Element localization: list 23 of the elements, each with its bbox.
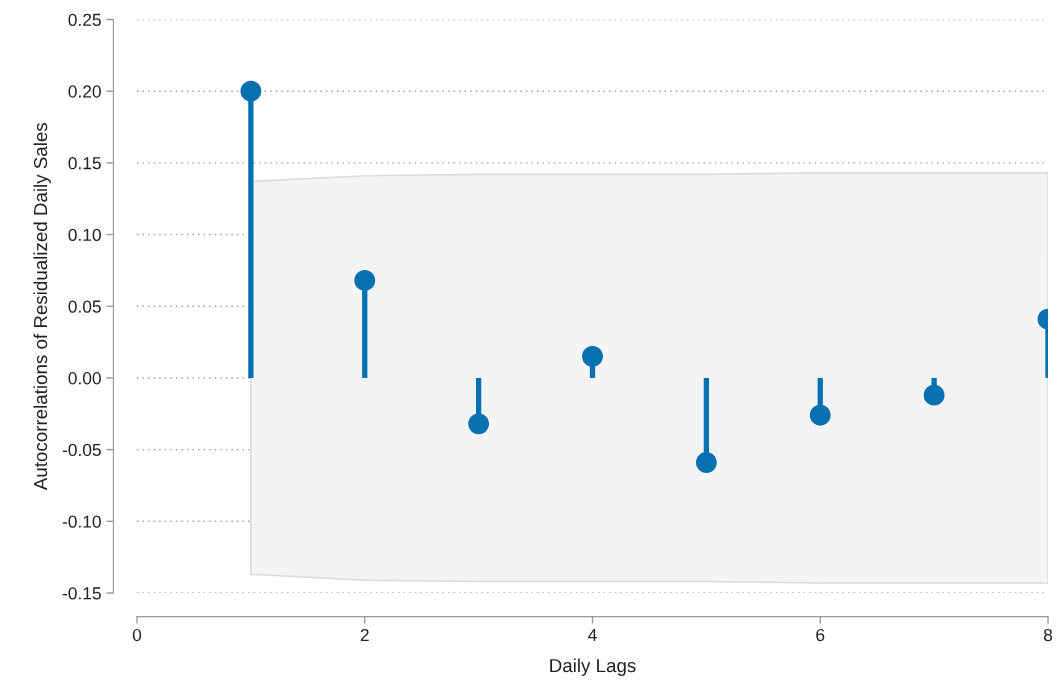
point bbox=[468, 413, 490, 435]
y-tick-label: 0.05 bbox=[68, 300, 101, 313]
x-tick-label: 2 bbox=[360, 628, 369, 641]
y-tick-label: -0.15 bbox=[62, 587, 101, 600]
x-tick-label: 0 bbox=[132, 628, 142, 642]
y-tick-label: 0.00 bbox=[68, 372, 101, 385]
y-tick-label: 0.15 bbox=[68, 157, 101, 170]
point bbox=[695, 452, 717, 473]
y-tick-label: 0.20 bbox=[68, 85, 101, 98]
point bbox=[240, 80, 262, 102]
y-tick-label: -0.05 bbox=[62, 443, 101, 457]
x-tick-label: 4 bbox=[588, 629, 597, 641]
y-axis-title: Autocorrelations of Residualized Daily Sales bbox=[33, 122, 51, 491]
x-tick-label: 6 bbox=[816, 628, 825, 642]
point bbox=[354, 270, 376, 291]
y-tick-label: -0.10 bbox=[62, 515, 101, 528]
point bbox=[582, 346, 603, 367]
x-axis-title: Daily Lags bbox=[550, 658, 636, 676]
y-tick-label: 0.25 bbox=[68, 13, 101, 26]
point bbox=[923, 384, 945, 406]
x-tick-label: 8 bbox=[1043, 628, 1053, 642]
point bbox=[809, 404, 831, 426]
y-tick-label: 0.10 bbox=[68, 228, 101, 242]
